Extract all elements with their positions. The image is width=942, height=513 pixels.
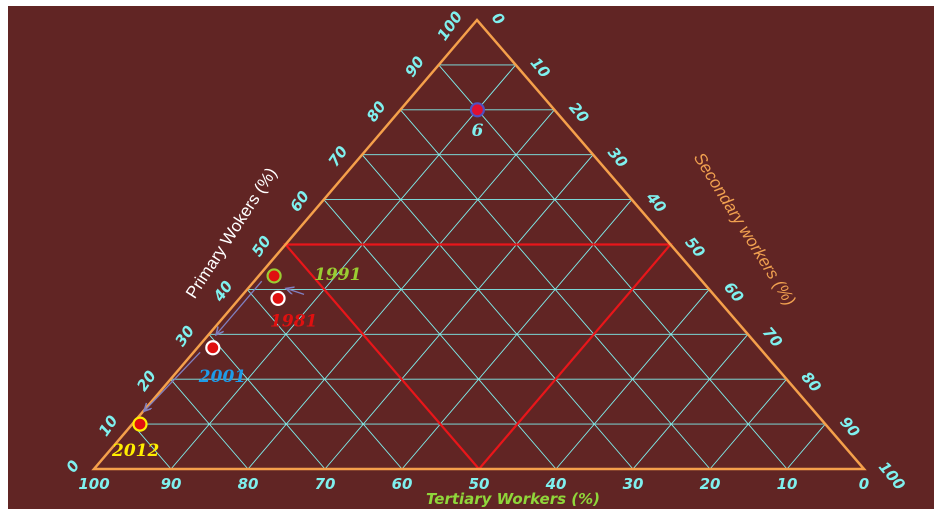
region-outline — [283, 243, 673, 471]
tick-secondary-10: 100 — [875, 458, 909, 494]
tick-secondary-2: 20 — [565, 99, 592, 127]
data-points: 6 1991 1981 2001 2012 — [111, 102, 485, 461]
tick-secondary-6: 60 — [720, 278, 747, 306]
grid-line-secondary-60 — [555, 289, 710, 470]
point-2012 — [132, 416, 148, 432]
point-2001 — [205, 340, 221, 356]
region-triangle — [283, 243, 673, 471]
tick-secondary-7: 70 — [759, 323, 786, 351]
point-label-6: 6 — [471, 121, 483, 141]
axis-label-primary: Primary Wokers (%) — [182, 164, 281, 302]
tick-secondary-1: 10 — [527, 54, 554, 82]
point-label-2012: 2012 — [111, 441, 159, 461]
trajectory-arrows — [144, 280, 305, 411]
tick-tertiary-4: 60 — [392, 475, 413, 493]
frame-outline — [91, 18, 867, 471]
grid-line-secondary-70 — [632, 334, 749, 470]
tick-primary-1: 10 — [95, 412, 122, 439]
tick-tertiary-6: 40 — [545, 475, 567, 493]
grid-line-secondary-30 — [324, 154, 594, 470]
tick-tertiary-7: 30 — [623, 475, 644, 493]
tick-tertiary-9: 10 — [777, 475, 798, 493]
point-label-1991: 1991 — [314, 265, 361, 285]
axis-label-tertiary: Tertiary Workers (%) — [426, 490, 600, 508]
tick-secondary-4: 40 — [642, 188, 670, 216]
tick-primary-6: 60 — [286, 188, 313, 215]
point-label-2001: 2001 — [198, 367, 246, 387]
tick-tertiary-5: 50 — [469, 475, 490, 493]
ternary-chart: 0 0 100 10 10 90 20 20 80 30 30 70 40 40 60 50 50 50 60 60 4… — [8, 6, 934, 509]
tick-primary-4: 40 — [209, 277, 236, 305]
tick-secondary-0: 0 — [488, 9, 508, 29]
tick-tertiary-2: 80 — [238, 475, 259, 493]
arrow-2001-to-2012 — [144, 351, 201, 411]
tick-primary-9: 90 — [401, 53, 428, 80]
point-6 — [469, 102, 485, 118]
tick-secondary-3: 30 — [604, 144, 631, 172]
arrow-1991-label-pointer — [286, 288, 305, 295]
grid-line-secondary-90 — [786, 423, 826, 470]
tick-tertiary-8: 20 — [700, 475, 721, 493]
point-1991 — [266, 268, 282, 284]
tick-tertiary-3: 70 — [315, 475, 336, 493]
tick-tertiary-0: 100 — [78, 475, 109, 493]
tick-primary-7: 70 — [325, 143, 352, 170]
grid-line-tertiary-80 — [170, 378, 249, 470]
tick-primary-5: 50 — [248, 232, 275, 259]
tick-secondary-5: 50 — [681, 234, 708, 262]
grid-line-tertiary-70 — [208, 334, 326, 470]
point-label-1981: 1981 — [270, 311, 317, 331]
tick-primary-8: 80 — [363, 98, 390, 125]
tick-secondary-8: 80 — [798, 368, 825, 396]
grid-line-secondary-10 — [170, 64, 517, 470]
arrow-1991-to-2001 — [216, 280, 263, 335]
grid-line-tertiary-10 — [438, 64, 788, 470]
tick-primary-0: 0 — [63, 457, 84, 476]
grid-line-tertiary-30 — [361, 154, 634, 470]
triangle-frame — [91, 18, 867, 471]
point-1981 — [270, 290, 286, 306]
tick-secondary-9: 90 — [836, 413, 863, 441]
tick-tertiary-10: 0 — [859, 475, 869, 493]
tick-primary-3: 30 — [171, 322, 198, 349]
tick-tertiary-1: 90 — [161, 475, 182, 493]
grid-line-tertiary-60 — [246, 289, 403, 470]
grid-line-secondary-80 — [709, 378, 787, 470]
tick-primary-2: 20 — [133, 367, 160, 394]
